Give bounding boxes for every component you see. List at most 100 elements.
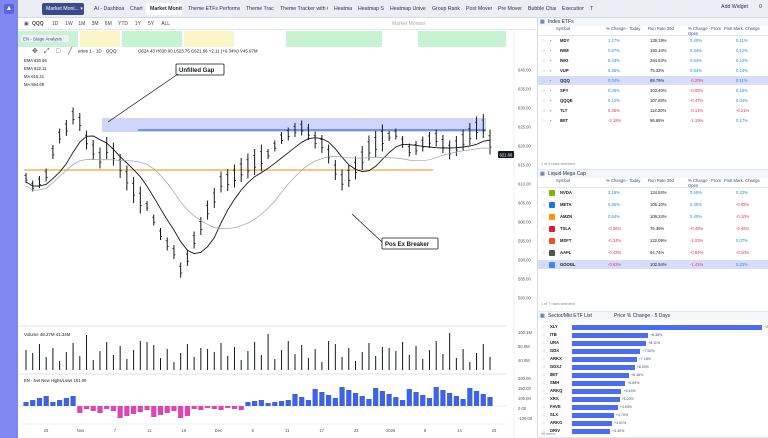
drawing-tool-icon[interactable]: ⤢ [44,48,50,55]
table-row[interactable]: □ ▪ TLT 0.35% 114.20% -0.14% -0.21% [538,106,768,115]
net-highs-lows-bar[interactable] [43,396,49,406]
x-tick[interactable]: 23 [354,428,359,433]
x-tick[interactable]: 7 [114,428,117,433]
tab-heatmap-s-p[interactable]: Heatmap S&P [358,6,384,12]
net-highs-lows-bar[interactable] [70,396,76,406]
net-highs-lows-bar[interactable] [285,400,291,406]
net-highs-lows-bar[interactable] [480,394,486,406]
net-highs-lows-bar[interactable] [218,406,224,410]
net-highs-lows-bar[interactable] [83,406,90,409]
table-row[interactable]: □ XLY +20.89% [538,323,768,331]
layout-selector[interactable]: Market Moni... ▾ [42,3,84,15]
add-widget-button[interactable]: Add Widget [721,4,748,10]
price-tick[interactable]: 615.00 [518,163,531,168]
net-highs-lows-bar[interactable] [379,391,386,406]
net-highs-lows-bar[interactable] [346,390,352,406]
net-highs-lows-bar[interactable] [359,396,365,406]
price-chart[interactable]: EN - Stage Analysis ✥ ⤢ □ ╱ eries 1 · 1D · QQ… [18,30,536,438]
price-tick[interactable]: 625.00 [518,125,531,130]
table-row[interactable]: □ ▪ QQQ 0.34% 89.79% -0.20% 0.11% [538,76,768,85]
table-row[interactable]: □ SMH +5.89% [538,379,768,387]
ohlc-readout[interactable]: O624.43 H630.00 L623.75 C621.66 +2.11 (+… [138,49,258,54]
indicator-title[interactable]: EN - Stage Analysis [23,37,63,42]
interval-1d[interactable]: 1D [52,21,59,27]
interval-1y[interactable]: 1Y [134,21,141,27]
net-highs-lows-bar[interactable] [164,406,170,413]
row-checkbox[interactable]: □ [542,348,545,353]
row-checkbox[interactable]: □ [542,226,545,231]
column-header[interactable]: Run Rate 20d [648,26,674,31]
volume-label[interactable]: Volume 48.27M 41.34M [24,332,71,337]
unfilled-gap-zone[interactable] [102,118,486,132]
net-highs-lows-bar[interactable] [191,406,197,409]
interval-ytd[interactable]: YTD [118,21,128,27]
net-highs-lows-bar[interactable] [467,388,473,406]
price-tick[interactable]: 585.00 [518,277,531,282]
net-highs-lows-bar[interactable] [238,406,244,410]
widget-header[interactable]: ▦ Index ETFs [538,18,768,26]
row-checkbox[interactable]: □ [542,98,545,103]
ma-label[interactable]: EMA 620.56 [24,58,47,63]
table-row[interactable]: □ GDXJ +6.93% [538,363,768,371]
net-highs-lows-bar[interactable] [420,395,426,406]
volume-tick[interactable]: 50.0M [518,344,530,349]
drawing-tool-icon[interactable]: ╱ [67,46,73,55]
status-band[interactable] [80,31,120,47]
net-highs-lows-bar[interactable] [178,406,184,418]
table-row[interactable]: □ ▪ IWM 0.87% 150.34% 0.34% 0.12% [538,46,768,55]
net-highs-lows-bar[interactable] [245,402,251,406]
volume-tick[interactable]: 100.1M [518,330,532,335]
net-highs-lows-bar[interactable] [393,397,399,406]
row-checkbox[interactable]: □ [542,202,545,207]
net-highs-lows-bar[interactable] [23,402,29,406]
interval-5y[interactable]: 5Y [148,21,155,27]
table-row[interactable]: □ GDX +7.62% [538,347,768,355]
column-header[interactable]: % Change - From Open [688,178,722,188]
net-highs-lows-bar[interactable] [63,398,69,406]
nh-tick[interactable]: 150.00 [518,386,531,391]
table-row[interactable]: □ ARKG +4.51% [538,419,768,427]
x-tick[interactable]: 17 [319,428,324,433]
net-highs-lows-bar[interactable] [292,394,298,406]
x-tick[interactable]: Nov [77,428,85,433]
row-checkbox[interactable]: □ [542,108,545,113]
ma-label[interactable]: MA 594.69 [24,82,45,87]
net-highs-lows-bar[interactable] [104,406,110,409]
price-tick[interactable]: 600.00 [518,220,531,225]
net-highs-lows-bar[interactable] [339,387,345,406]
net-highs-lows-bar[interactable] [50,402,56,406]
price-tick[interactable]: 595.00 [518,239,531,244]
net-highs-lows-bar[interactable] [198,406,204,410]
net-highs-lows-bar[interactable] [144,406,150,410]
table-row[interactable]: □ ▪ VUP 0.35% 75.33% 0.64% 0.14% [538,66,768,75]
net-highs-lows-bar[interactable] [97,406,103,413]
table-row[interactable]: □ ▪ SPY 0.26% 103.40% -0.05% 0.10% [538,86,768,95]
column-header[interactable]: % Change - Today [606,26,641,31]
x-tick[interactable]: 2026 [386,428,396,433]
column-header[interactable]: Symbol [556,178,570,183]
net-highs-lows-bar[interactable] [124,406,130,416]
price-tick[interactable]: 580.00 [518,296,531,301]
row-checkbox[interactable]: □ [542,68,545,73]
status-band[interactable] [122,31,182,47]
net-highs-lows-bar[interactable] [352,393,359,406]
net-highs-lows-bar[interactable] [171,406,177,411]
net-highs-lows-bar[interactable] [90,406,96,411]
net-highs-lows-bar[interactable] [433,387,439,406]
ma-label[interactable]: EMA 622.11 [24,66,47,71]
net-highs-lows-bar[interactable] [204,406,211,408]
row-checkbox[interactable]: □ [542,420,545,425]
tab-bubble-charts[interactable]: Bubble Charts [528,6,556,12]
net-highs-lows-bar[interactable] [36,398,43,406]
annotation-pos-ex-breaker[interactable]: Pos Ex Breaker [385,242,430,248]
x-tick[interactable]: 25 [44,428,49,433]
column-header[interactable]: % Change - From Open [688,26,722,36]
table-row[interactable]: □ IBIT +6.18% [538,371,768,379]
table-row[interactable]: □ GOOGL -0.93% 102.94% -1.41% 0.22% [538,260,768,269]
net-highs-lows-bar[interactable] [399,400,406,406]
tab-theme-tracker[interactable]: Theme Tracker [246,6,274,12]
row-checkbox[interactable]: □ [542,388,545,393]
table-row[interactable]: □ TSLA -0.36% 76.39% -0.48% -0.46% [538,224,768,233]
annotation-arrow[interactable] [107,73,179,123]
net-highs-lows-bar[interactable] [440,390,446,406]
